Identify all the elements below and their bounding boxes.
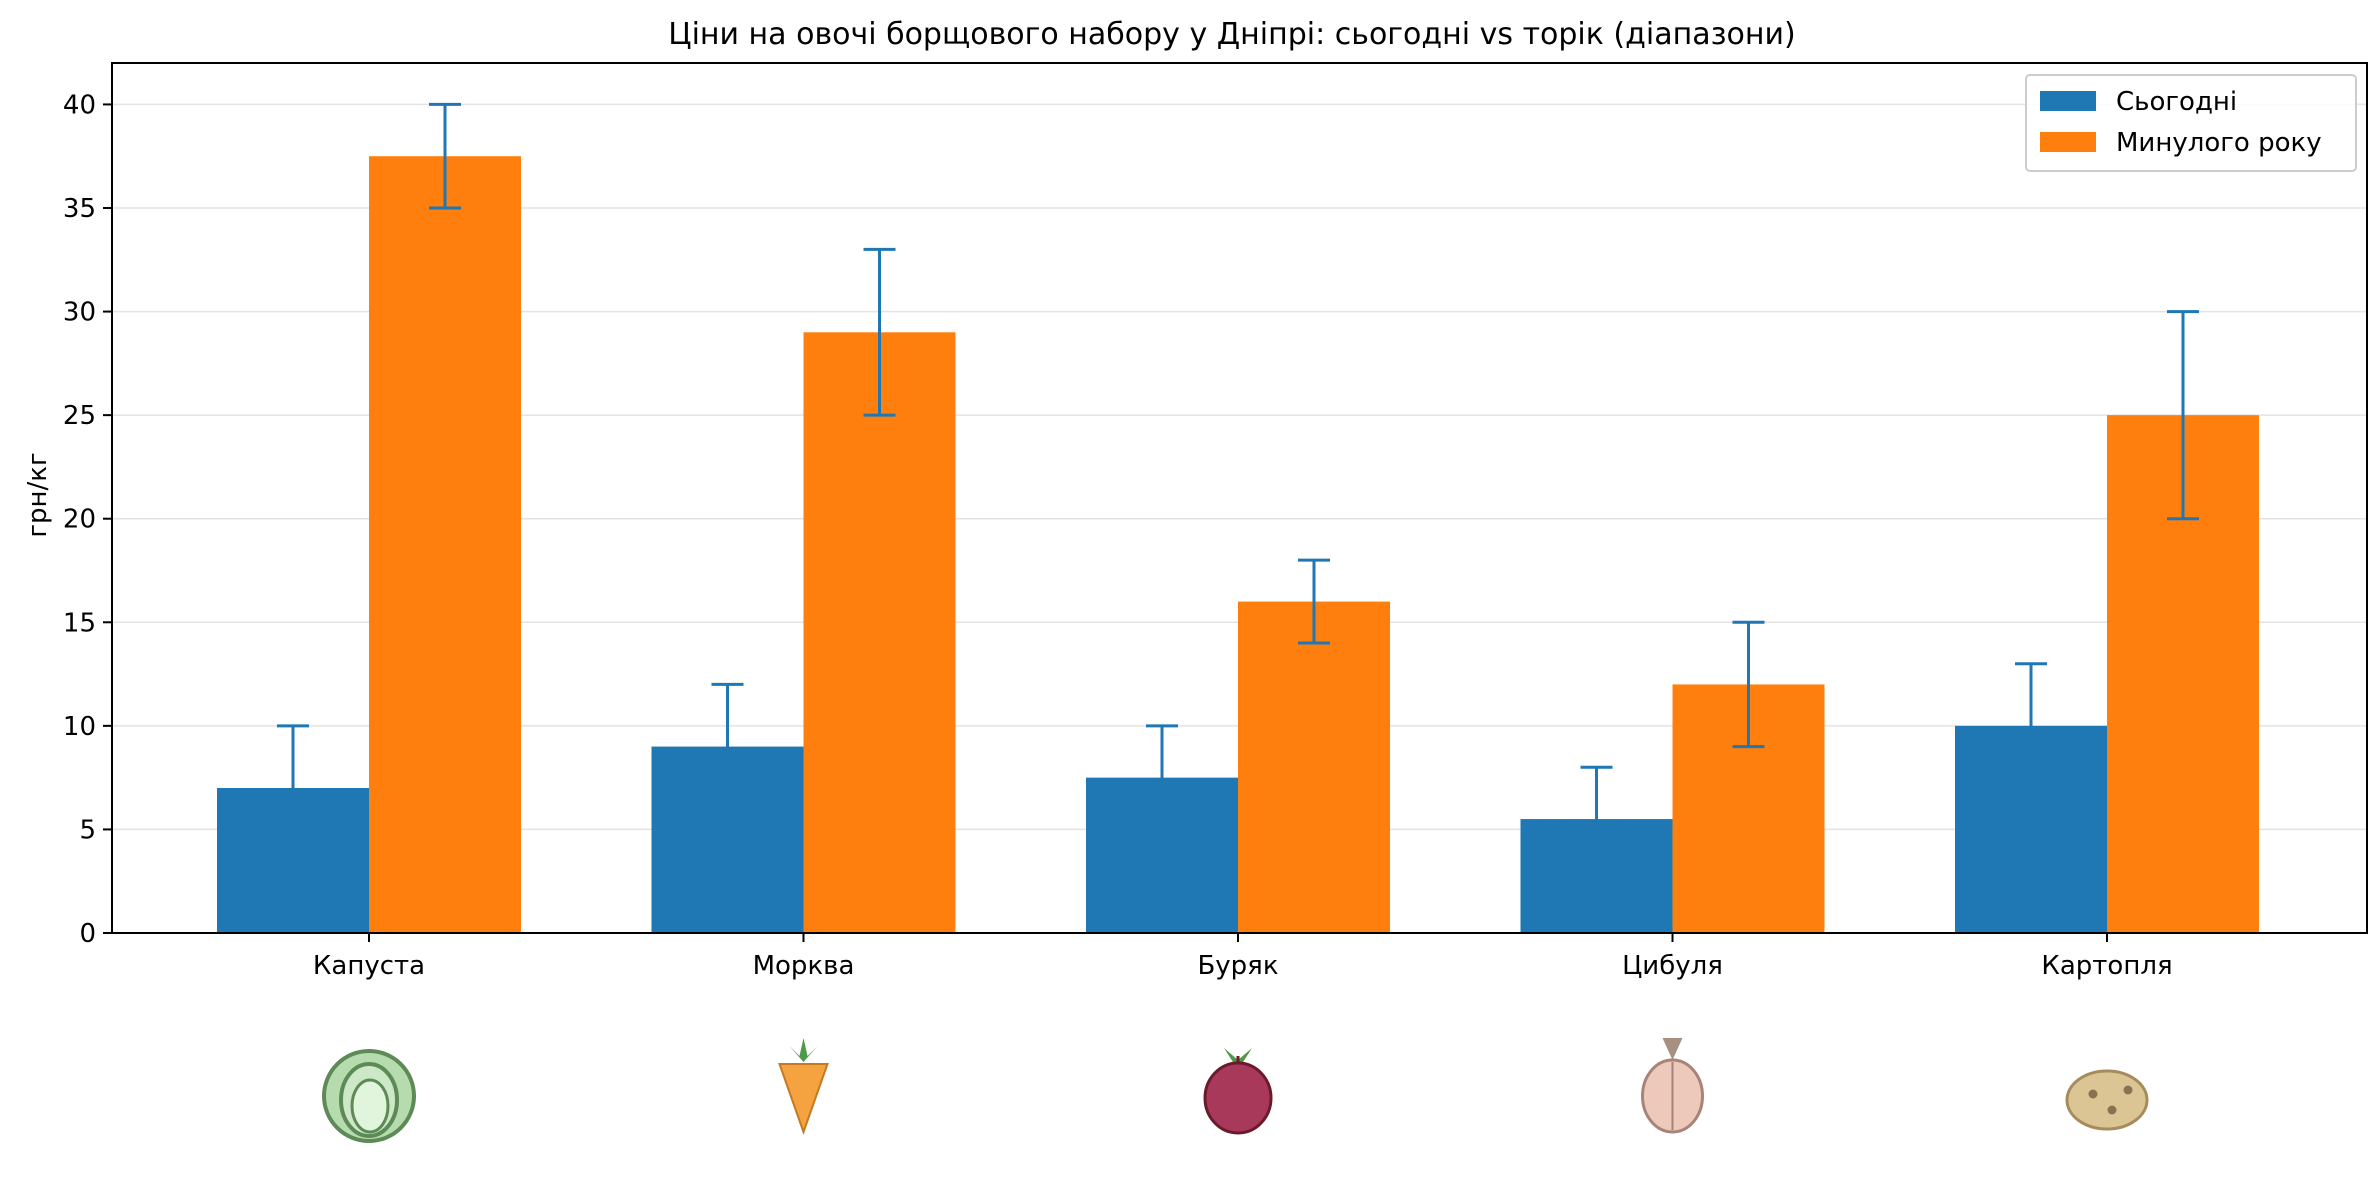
- error-bar-today-5: [2015, 662, 2047, 790]
- y-axis-ticks: 0 5 10 15 20 25 30 35 40: [63, 90, 112, 949]
- potato-icon: [2065, 1069, 2149, 1131]
- y-tick-label: 15: [63, 608, 96, 638]
- error-bar-last-year-5: [2167, 310, 2199, 521]
- error-bar-today-2: [711, 682, 744, 811]
- bar-last-year-2: [803, 332, 956, 933]
- legend: Сьогодні Минулого року: [2025, 74, 2357, 172]
- potato-body: [2065, 1069, 2149, 1131]
- x-tick-label: Цибуля: [1622, 951, 1723, 981]
- y-tick-label: 25: [63, 401, 96, 431]
- error-bar-last-year-1: [429, 102, 461, 210]
- onion-top: [1662, 1038, 1683, 1060]
- legend-label-today: Сьогодні: [2116, 87, 2237, 117]
- potato-eye: [2123, 1085, 2133, 1095]
- error-bar-last-year-2: [863, 247, 896, 417]
- y-axis-label: грн/кг: [23, 452, 53, 537]
- legend-swatch-last-year: [2040, 132, 2096, 152]
- cabbage-inner-leaf: [350, 1078, 390, 1134]
- beet-root: [1203, 1061, 1273, 1135]
- carrot-leaves: [789, 1038, 818, 1062]
- y-tick-label: 0: [79, 919, 96, 949]
- bar-last-year-1: [369, 156, 521, 933]
- y-tick-label: 5: [79, 815, 96, 845]
- x-tick-label: Картопля: [2041, 951, 2172, 981]
- y-tick-label: 35: [63, 194, 96, 224]
- bars: [217, 156, 2259, 934]
- x-tick-label: Буряк: [1197, 951, 1278, 981]
- onion-icon: [1641, 1038, 1704, 1134]
- carrot-icon: [778, 1038, 829, 1136]
- x-axis-ticks: Капуста Морква Буряк Цибуля Картопля: [313, 933, 2173, 981]
- bar-today-4: [1520, 819, 1673, 933]
- error-bar-last-year-3: [1298, 558, 1330, 645]
- x-tick-label: Капуста: [313, 951, 425, 981]
- y-tick-label: 10: [63, 712, 96, 742]
- legend-frame: [2025, 74, 2357, 172]
- plot-frame: [111, 62, 2368, 934]
- cabbage-icon: [322, 1049, 416, 1143]
- y-tick-label: 30: [63, 298, 96, 328]
- error-bar-today-3: [1146, 724, 1178, 831]
- x-tick-label: Морква: [753, 951, 855, 981]
- error-bar-today-4: [1580, 765, 1613, 831]
- error-bars: [277, 102, 2199, 831]
- legend-label-last-year: Минулого року: [2116, 128, 2322, 158]
- error-bar-today-1: [277, 724, 309, 831]
- chart-title: Ціни на овочі борщового набору у Дніпрі:…: [668, 17, 1795, 52]
- bar-last-year-3: [1238, 601, 1390, 933]
- potato-eye: [2088, 1089, 2098, 1099]
- vegetable-icons: [322, 1038, 2149, 1143]
- potato-eye: [2107, 1105, 2117, 1115]
- y-tick-label: 20: [63, 505, 96, 535]
- carrot-root: [778, 1063, 829, 1136]
- error-bar-last-year-4: [1732, 620, 1765, 749]
- beet-icon: [1203, 1048, 1273, 1135]
- y-tick-label: 40: [63, 90, 96, 120]
- legend-swatch-today: [2040, 91, 2096, 111]
